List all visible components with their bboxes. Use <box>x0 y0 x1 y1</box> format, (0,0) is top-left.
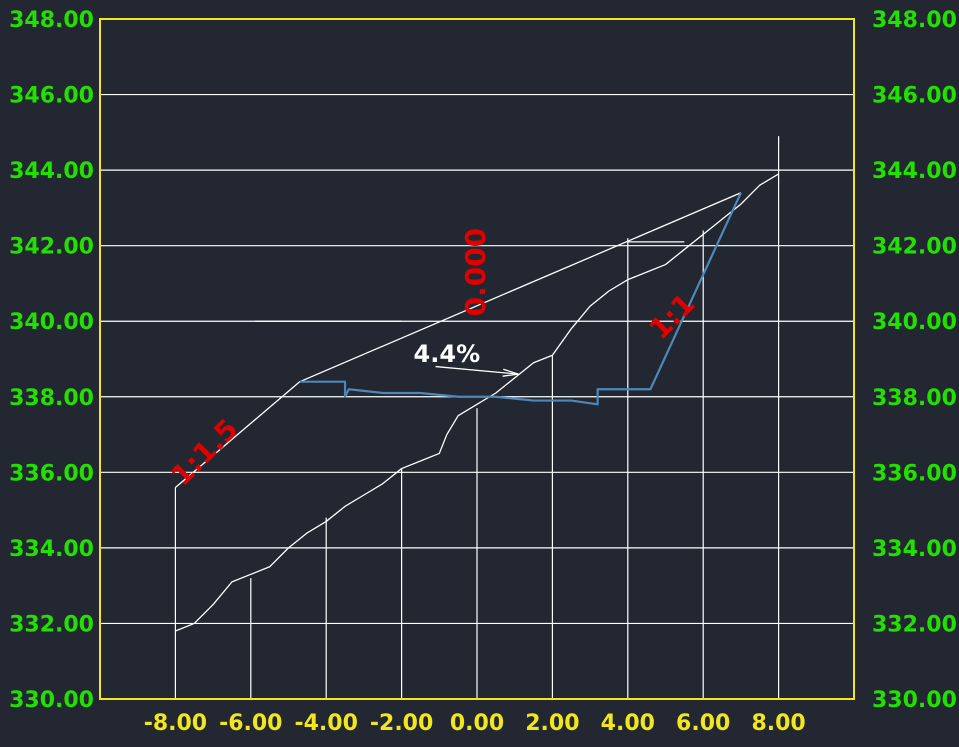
y-tick-label-right: 334.00 <box>872 537 957 562</box>
y-tick-label-right: 346.00 <box>872 84 957 109</box>
y-tick-label-right: 336.00 <box>872 461 957 486</box>
x-tick-label: 0.00 <box>450 711 504 736</box>
station-vertical-lines <box>174 136 780 699</box>
annotation-label-3: 4.4% <box>414 340 481 368</box>
y-tick-label-right: 344.00 <box>872 159 957 184</box>
y-tick-label-left: 346.00 <box>9 84 94 109</box>
y-tick-labels-left: 330.00 332.00 334.00 336.00 338.00 340.00 342.… <box>9 8 94 713</box>
y-tick-label-left: 334.00 <box>9 537 94 562</box>
profile-series <box>174 173 779 632</box>
y-tick-label-left: 342.00 <box>9 235 94 260</box>
series-line-0 <box>175 173 779 632</box>
y-tick-label-left: 344.00 <box>9 159 94 184</box>
x-tick-labels: -8.00 -6.00 -4.00 -2.00 0.00 2.00 4.00 6.00 8.00 <box>144 711 806 736</box>
x-tick-label: -8.00 <box>144 711 207 736</box>
plot-frame <box>99 18 855 700</box>
x-tick-label: 4.00 <box>601 711 655 736</box>
y-tick-label-right: 342.00 <box>872 235 957 260</box>
y-tick-label-right: 332.00 <box>872 612 957 637</box>
y-tick-label-left: 340.00 <box>9 310 94 335</box>
x-tick-label: -4.00 <box>294 711 357 736</box>
slope-arrow-head <box>502 368 519 377</box>
x-tick-label: 8.00 <box>751 711 805 736</box>
series-line-2 <box>299 192 742 406</box>
annotation-label-1: 0.000 <box>459 228 492 317</box>
y-tick-label-left: 336.00 <box>9 461 94 486</box>
y-tick-label-right: 330.00 <box>872 688 957 713</box>
annotation-label-0: 1:1.5 <box>164 412 244 492</box>
x-tick-label: -2.00 <box>370 711 433 736</box>
slope-arrow-shaft <box>435 365 519 375</box>
y-tick-label-left: 348.00 <box>9 8 94 33</box>
y-tick-label-right: 348.00 <box>872 8 957 33</box>
y-tick-label-left: 332.00 <box>9 612 94 637</box>
y-tick-label-left: 330.00 <box>9 688 94 713</box>
annotations: 1:1.50.000 1:14.4% <box>164 228 701 493</box>
y-tick-label-right: 340.00 <box>872 310 957 335</box>
y-tick-labels-right: 330.00 332.00 334.00 336.00 338.00 340.00 342.… <box>872 8 957 713</box>
y-tick-label-right: 338.00 <box>872 386 957 411</box>
x-tick-label: 6.00 <box>676 711 730 736</box>
x-tick-label: 2.00 <box>525 711 579 736</box>
x-tick-label: -6.00 <box>219 711 282 736</box>
y-tick-label-left: 338.00 <box>9 386 94 411</box>
